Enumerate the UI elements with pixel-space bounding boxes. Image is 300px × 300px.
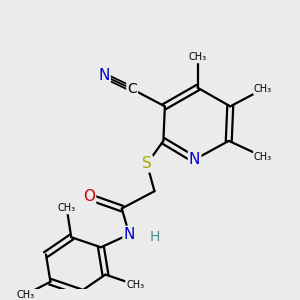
Text: CH₃: CH₃ bbox=[188, 52, 207, 62]
Text: H: H bbox=[149, 230, 160, 244]
Text: CH₃: CH₃ bbox=[254, 152, 272, 162]
Text: CH₃: CH₃ bbox=[254, 84, 272, 94]
Text: C: C bbox=[127, 82, 137, 96]
Text: N: N bbox=[124, 227, 135, 242]
Text: CH₃: CH₃ bbox=[16, 290, 34, 300]
Text: O: O bbox=[83, 190, 95, 205]
Text: S: S bbox=[142, 156, 152, 171]
Text: CH₃: CH₃ bbox=[126, 280, 144, 290]
Text: CH₃: CH₃ bbox=[58, 203, 76, 214]
Text: N: N bbox=[189, 152, 200, 167]
Text: N: N bbox=[98, 68, 110, 83]
